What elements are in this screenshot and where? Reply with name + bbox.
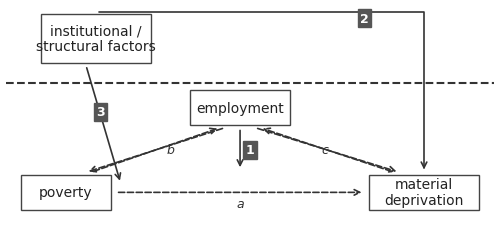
Text: a: a bbox=[236, 197, 244, 210]
Text: 1: 1 bbox=[246, 144, 254, 157]
Text: b: b bbox=[166, 144, 174, 157]
Text: poverty: poverty bbox=[39, 186, 93, 200]
Text: institutional /
structural factors: institutional / structural factors bbox=[36, 24, 156, 54]
Text: employment: employment bbox=[196, 101, 284, 115]
Text: c: c bbox=[321, 144, 328, 157]
FancyBboxPatch shape bbox=[370, 175, 478, 210]
Text: material
deprivation: material deprivation bbox=[384, 178, 464, 207]
Text: 3: 3 bbox=[96, 106, 105, 119]
Text: 2: 2 bbox=[360, 13, 368, 26]
FancyBboxPatch shape bbox=[22, 175, 111, 210]
FancyBboxPatch shape bbox=[41, 15, 150, 64]
FancyBboxPatch shape bbox=[190, 90, 290, 126]
